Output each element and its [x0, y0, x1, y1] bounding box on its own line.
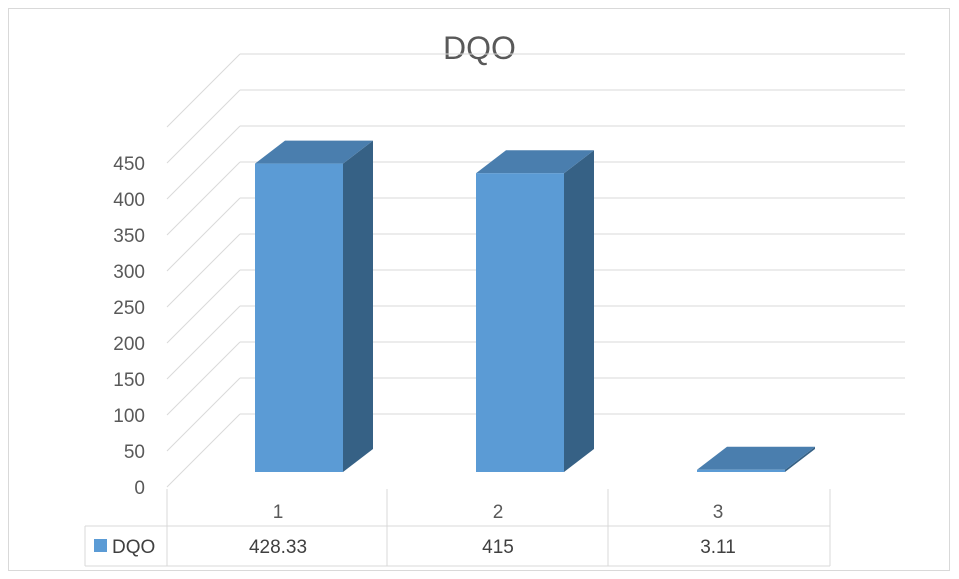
table-value: 428.33 — [249, 537, 307, 558]
bar-side — [785, 446, 815, 472]
legend-key — [94, 539, 107, 552]
y-tick-label: 100 — [113, 406, 145, 427]
bar-side — [343, 140, 373, 472]
y-tick-label: 450 — [113, 154, 145, 175]
y-tick-label: 250 — [113, 298, 145, 319]
gridline-side — [166, 269, 241, 344]
y-tick-label: 200 — [113, 334, 145, 355]
bar-2 — [476, 150, 594, 472]
gridline-side — [166, 125, 241, 200]
y-tick-label: 150 — [113, 370, 145, 391]
bar-top — [476, 150, 594, 174]
gridline-side — [166, 161, 241, 236]
gridline-side — [166, 197, 241, 272]
gridline-side — [166, 305, 241, 380]
table-value: 3.11 — [700, 537, 736, 558]
table-value: 415 — [482, 537, 514, 558]
y-tick-label: 0 — [134, 478, 145, 499]
bar-front — [255, 163, 343, 472]
bar-3 — [697, 446, 815, 472]
category-label: 3 — [713, 502, 724, 523]
y-tick-label: 350 — [113, 226, 145, 247]
gridline-side — [166, 341, 241, 416]
category-label: 2 — [493, 502, 504, 523]
bar-top — [255, 140, 373, 164]
bar-side — [564, 150, 594, 472]
gridline-side — [166, 413, 241, 488]
legend-series-name: DQO — [112, 537, 155, 558]
bar-front — [697, 469, 785, 472]
bar-1 — [255, 140, 373, 472]
y-tick-label: 300 — [113, 262, 145, 283]
gridline-side — [166, 53, 241, 128]
y-tick-label: 400 — [113, 190, 145, 211]
gridline-side — [166, 233, 241, 308]
chart-title: DQO — [443, 30, 516, 66]
bar-front — [476, 173, 564, 472]
bar-top — [697, 446, 815, 470]
category-label: 1 — [273, 502, 284, 523]
gridline-side — [166, 377, 241, 452]
gridline-side — [166, 89, 241, 164]
y-tick-label: 50 — [124, 442, 145, 463]
